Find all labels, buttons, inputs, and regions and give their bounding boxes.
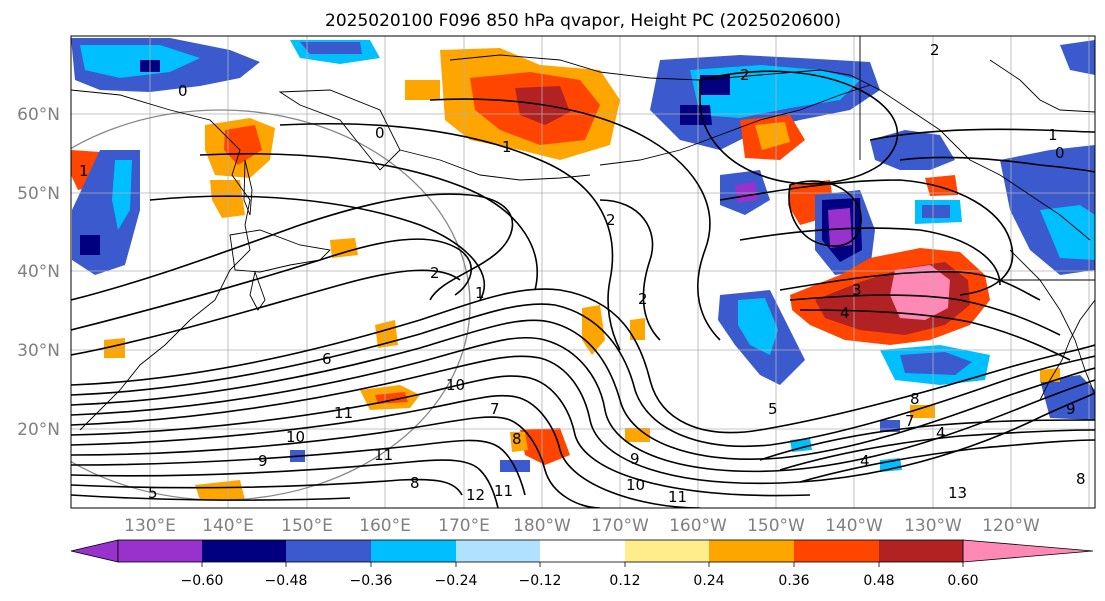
- lat-label: 40°N: [17, 262, 60, 282]
- colorbar-tick-label: 0.48: [863, 573, 894, 589]
- contour-label: 5: [768, 400, 778, 418]
- map-frame: [70, 35, 1096, 509]
- colorbar-tick-label: 0.60: [947, 573, 978, 589]
- lon-label: 140°W: [825, 516, 883, 536]
- colorbar-swatch: [879, 540, 963, 562]
- colorbar-tick-label: −0.60: [181, 573, 224, 589]
- contour-label: 11: [334, 404, 353, 422]
- contour-label: 1: [475, 284, 485, 302]
- contour-label: 2: [638, 290, 648, 308]
- colorbar-tick-label: −0.48: [265, 573, 308, 589]
- colorbar-swatch: [118, 540, 202, 562]
- lat-label: 30°N: [17, 341, 60, 361]
- contour-label: 8: [910, 390, 920, 408]
- colorbar-swatch: [540, 540, 625, 562]
- contour-label: 8: [410, 474, 420, 492]
- colorbar-tick-label: 0.24: [693, 573, 724, 589]
- contour-label: 1: [79, 162, 89, 180]
- contour-label: 7: [490, 400, 500, 418]
- contour-label: 10: [286, 428, 305, 446]
- map-title: 2025020100 F096 850 hPa qvapor, Height P…: [325, 11, 841, 31]
- colorbar-tick-label: −0.12: [519, 573, 562, 589]
- contour-label: 1: [1048, 126, 1058, 144]
- contour-label: 5: [148, 484, 158, 502]
- contour-label: 11: [374, 446, 393, 464]
- contour-label: 2: [740, 66, 750, 84]
- lon-label: 130°E: [124, 516, 176, 536]
- colorbar: −0.60 −0.48 −0.36 −0.24 −0.12 0.12 0.24 …: [70, 539, 1094, 589]
- map-panel: 0 0 1 2 2 1 1 0 2 3 4 1 2 2 6 10 11 10 7…: [71, 36, 1095, 508]
- contour-label: 2: [430, 264, 440, 282]
- lon-label: 130°W: [904, 516, 962, 536]
- lon-label: 150°W: [747, 516, 805, 536]
- contour-label: 10: [626, 476, 645, 494]
- colorbar-tick-label: −0.36: [350, 573, 393, 589]
- lon-label: 120°W: [982, 516, 1040, 536]
- latitude-labels: 60°N 50°N 40°N 30°N 20°N: [17, 105, 60, 440]
- contour-label: 4: [860, 452, 870, 470]
- contour-label: 1: [502, 138, 512, 156]
- colorbar-swatch: [286, 540, 371, 562]
- contour-label: 8: [1076, 470, 1086, 488]
- contour-label: 0: [375, 124, 385, 142]
- contour-label: 9: [258, 452, 268, 470]
- lon-label: 170°E: [438, 516, 490, 536]
- contour-label: 7: [905, 412, 915, 430]
- contour-label: 2: [606, 211, 616, 229]
- colorbar-swatch: [794, 540, 879, 562]
- colorbar-swatch: [202, 540, 286, 562]
- colorbar-tick-label: 0.12: [609, 573, 640, 589]
- colorbar-swatch: [456, 540, 540, 562]
- colorbar-min-extension: [70, 539, 119, 563]
- lon-label: 160°E: [359, 516, 411, 536]
- contour-label: 2: [930, 41, 940, 59]
- contour-labels: 0 0 1 2 2 1 1 0 2 3 4 1 2 2 6 10 11 10 7…: [79, 41, 1086, 506]
- contour-label: 3: [852, 281, 862, 299]
- contour-label: 12: [466, 486, 485, 504]
- colorbar-tick-label: −0.24: [435, 573, 478, 589]
- contour-label: 0: [178, 82, 188, 100]
- lon-label: 180°W: [513, 516, 571, 536]
- lat-label: 60°N: [17, 105, 60, 125]
- contour-label: 10: [446, 376, 465, 394]
- colorbar-tick-label: 0.36: [778, 573, 809, 589]
- colorbar-max-extension: [962, 539, 1094, 563]
- height-contours: [71, 70, 1095, 508]
- contour-label: 0: [1055, 144, 1065, 162]
- contour-label: 11: [668, 488, 687, 506]
- graticule: [71, 36, 1095, 508]
- longitude-labels: 130°E 140°E 150°E 160°E 170°E 180°W 170°…: [124, 516, 1040, 536]
- contour-label: 8: [512, 430, 522, 448]
- lon-label: 140°E: [202, 516, 254, 536]
- contour-label: 11: [494, 482, 513, 500]
- contour-label: 4: [840, 304, 850, 322]
- lat-label: 20°N: [17, 420, 60, 440]
- colorbar-swatch: [625, 540, 709, 562]
- contour-label: 9: [630, 450, 640, 468]
- contour-label: 6: [322, 350, 332, 368]
- contour-label: 9: [1066, 400, 1076, 418]
- contour-label: 13: [948, 484, 967, 502]
- lon-label: 160°W: [669, 516, 727, 536]
- contour-label: 4: [936, 424, 946, 442]
- colorbar-swatch: [371, 540, 456, 562]
- lon-label: 170°W: [591, 516, 649, 536]
- lat-label: 50°N: [17, 184, 60, 204]
- lon-label: 150°E: [281, 516, 333, 536]
- colorbar-swatch: [709, 540, 794, 562]
